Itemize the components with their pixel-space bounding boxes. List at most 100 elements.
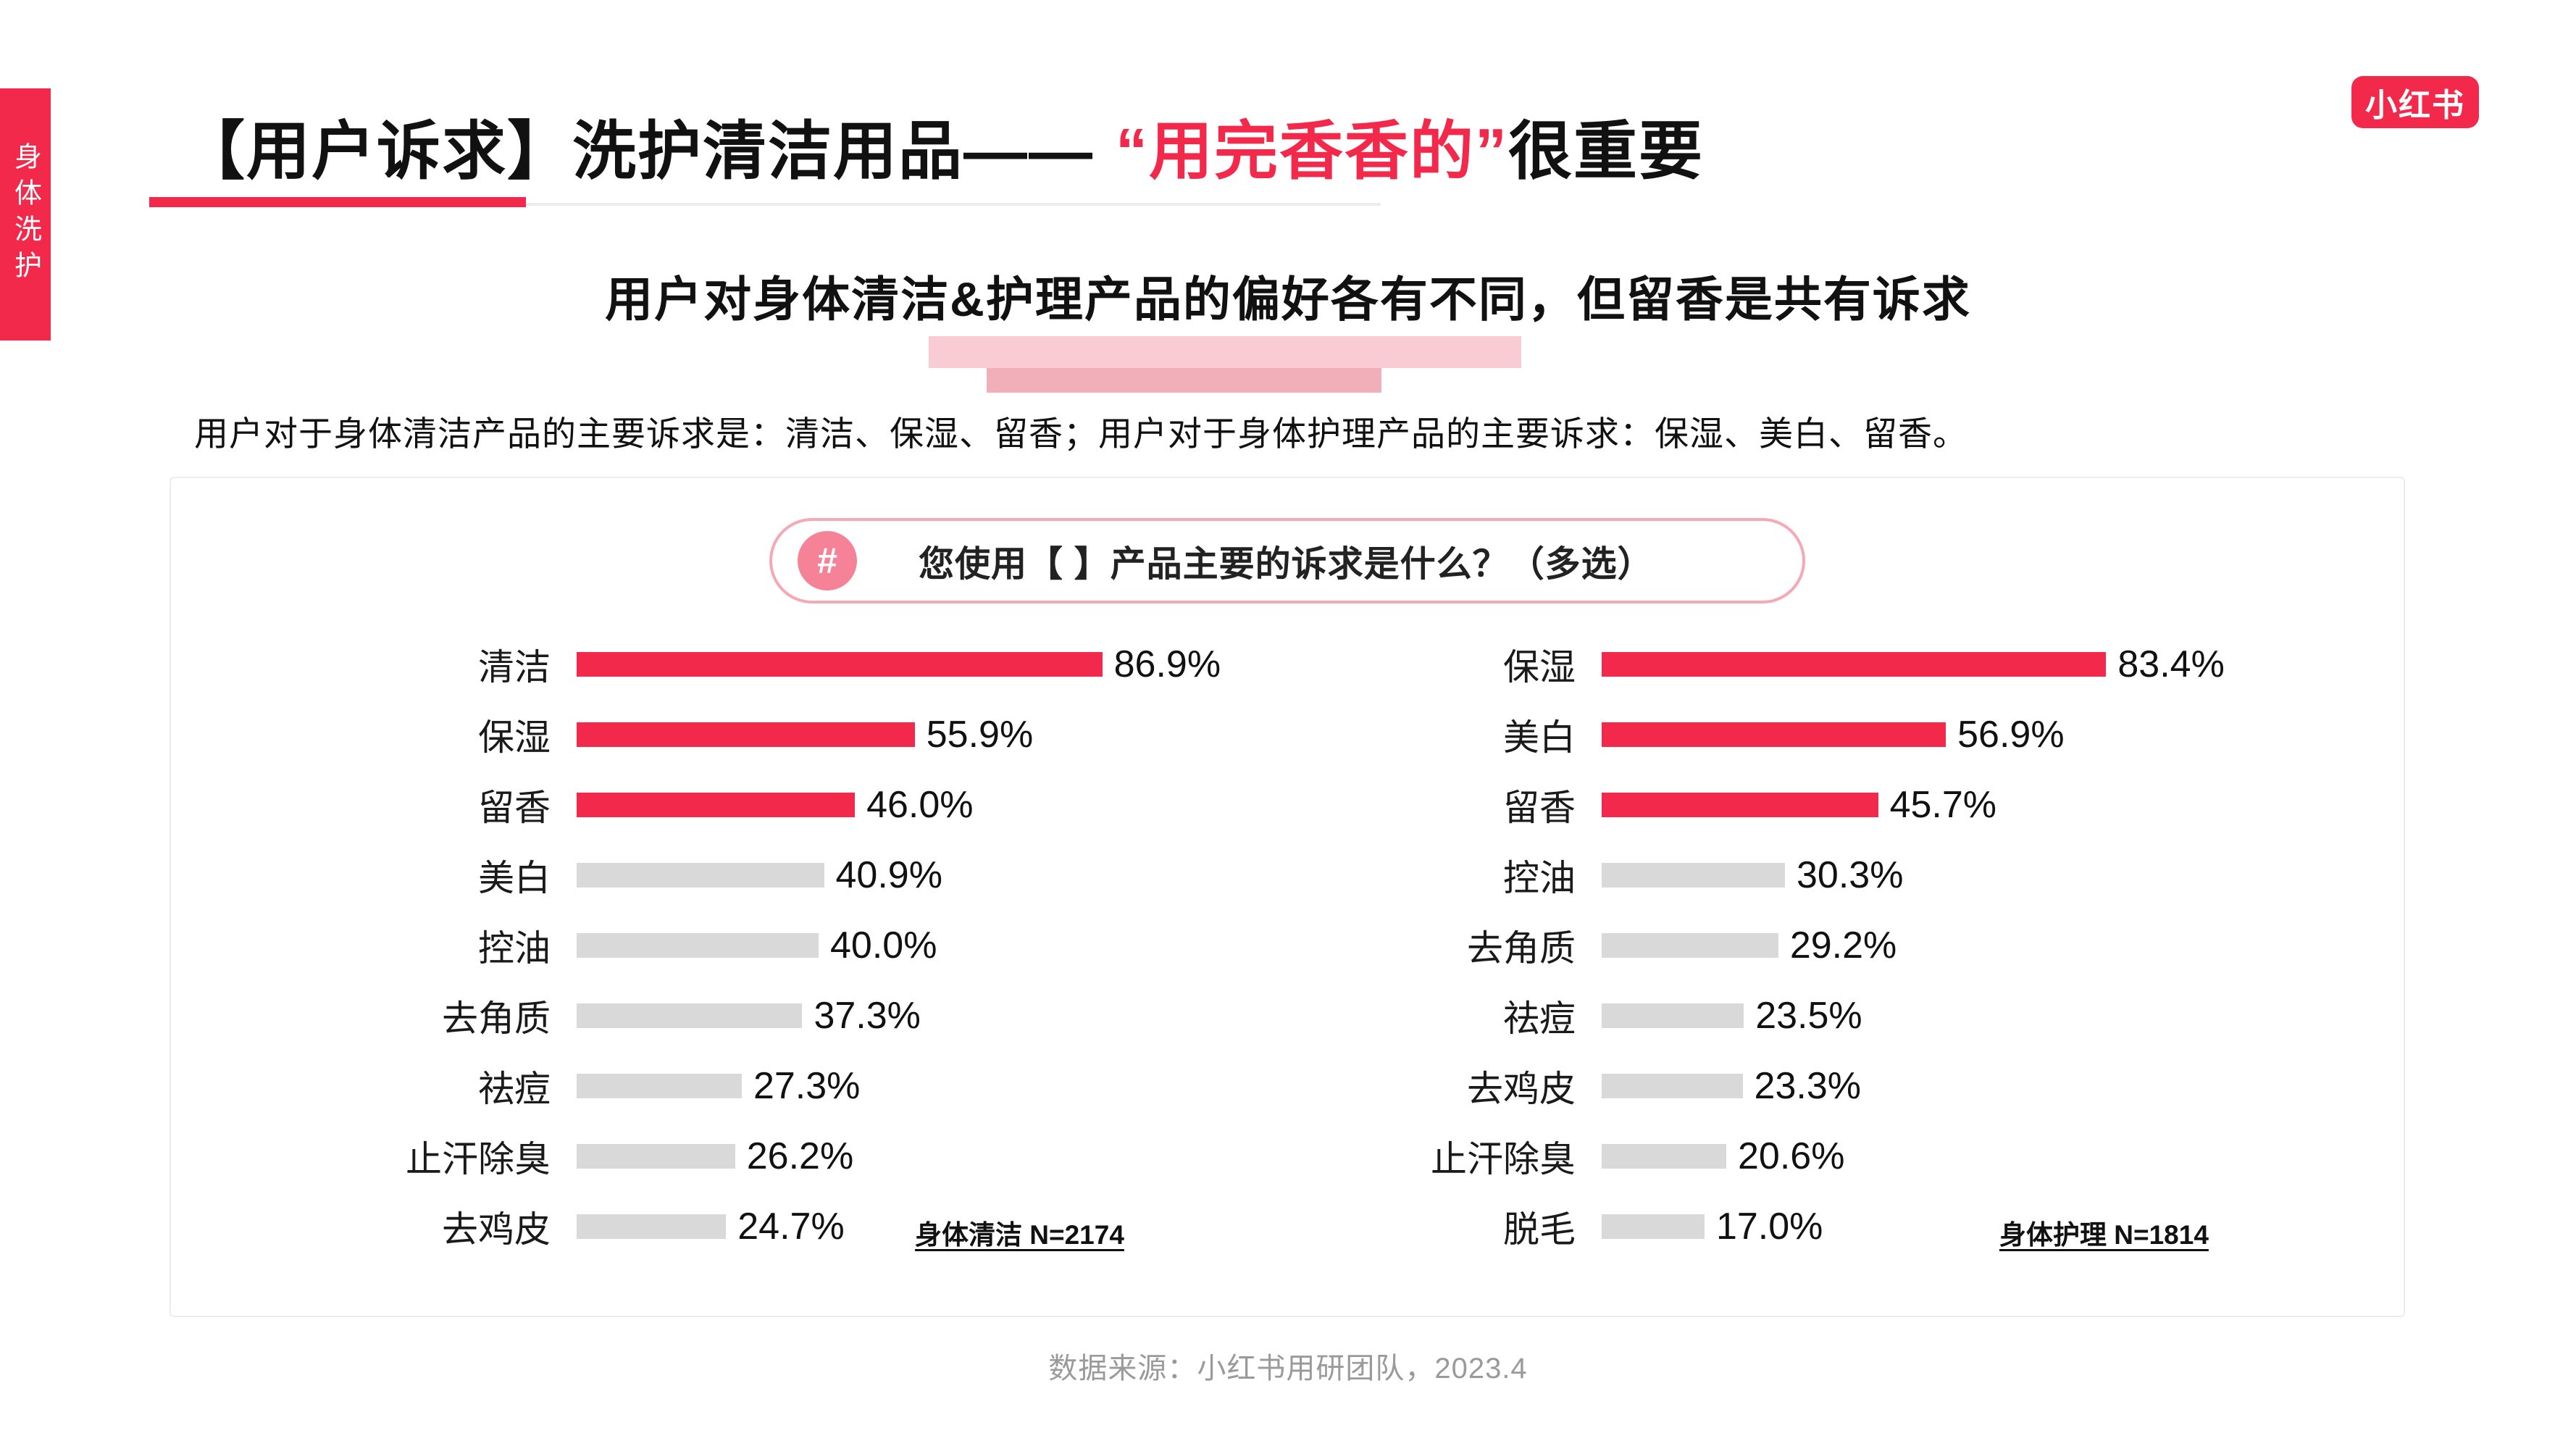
chart-row: 控油 40.0% xyxy=(359,910,1446,980)
chart-row: 祛痘 23.5% xyxy=(1384,980,2471,1051)
sidebar-tab-label: 身体洗护 xyxy=(9,142,41,287)
value-label: 46.0% xyxy=(866,783,974,826)
bar-track: 30.3% xyxy=(1602,853,2471,897)
sidebar-tab-body-wash[interactable]: 身体洗护 xyxy=(0,88,51,341)
value-label: 17.0% xyxy=(1715,1205,1823,1248)
chart-row: 保湿 83.4% xyxy=(1384,629,2471,699)
bar xyxy=(577,722,915,747)
category-label: 止汗除臭 xyxy=(1431,1138,1576,1179)
bar xyxy=(1602,651,2107,677)
value-label: 26.2% xyxy=(746,1135,854,1177)
title-highlight: “用完香香的” xyxy=(1116,115,1509,187)
chart-row: 去鸡皮 23.3% xyxy=(1384,1051,2471,1121)
category-label: 美白 xyxy=(1503,717,1576,758)
bar xyxy=(1602,722,1946,747)
category-label: 留香 xyxy=(478,787,551,828)
value-label: 20.6% xyxy=(1738,1135,1845,1177)
subtitle-highlight-strip-2 xyxy=(987,368,1381,393)
category-label: 祛痘 xyxy=(478,1068,551,1109)
bar-track: 46.0% xyxy=(577,783,1446,827)
data-source-footnote: 数据来源：小红书用研团队，2023.4 xyxy=(1048,1353,1528,1385)
value-label: 30.3% xyxy=(1797,853,1904,896)
category-label: 去角质 xyxy=(1467,927,1576,969)
bar-track: 37.3% xyxy=(577,994,1446,1037)
category-label: 去鸡皮 xyxy=(442,1208,551,1250)
category-label: 脱毛 xyxy=(1503,1208,1576,1250)
category-label: 祛痘 xyxy=(1503,998,1576,1039)
value-label: 27.3% xyxy=(753,1064,861,1107)
chart-row: 脱毛 17.0% xyxy=(1384,1191,2471,1261)
survey-question-pill: # 您使用【 】产品主要的诉求是什么？（多选） xyxy=(769,518,1805,604)
value-label: 83.4% xyxy=(2117,643,2225,685)
bar-track: 83.4% xyxy=(1602,643,2471,686)
bar xyxy=(1602,932,1778,958)
bar xyxy=(1602,1003,1744,1028)
value-label: 45.7% xyxy=(1889,783,1997,826)
bar-track: 23.5% xyxy=(1602,994,2471,1037)
category-label: 去角质 xyxy=(442,998,551,1039)
chart-row: 去角质 37.3% xyxy=(359,980,1446,1051)
value-label: 29.2% xyxy=(1789,924,1897,966)
category-label: 留香 xyxy=(1503,787,1576,828)
bar-chart-body-clean: 身体清洁 N=2174 清洁 86.9% 保湿 55.9% 留香 46.0% 美白 40.9%… xyxy=(359,629,1446,1261)
bar-track: 40.9% xyxy=(577,853,1446,897)
chart-row: 保湿 55.9% xyxy=(359,699,1446,769)
category-label: 清洁 xyxy=(478,646,551,688)
value-label: 40.0% xyxy=(830,924,937,966)
bar xyxy=(577,1143,735,1169)
bar-track: 45.7% xyxy=(1602,783,2471,827)
sample-size-label: 身体清洁 N=2174 xyxy=(915,1220,1124,1250)
category-label: 美白 xyxy=(478,857,551,898)
survey-question-text: 您使用【 】产品主要的诉求是什么？（多选） xyxy=(919,544,1654,584)
bar xyxy=(577,932,819,958)
subtitle: 用户对身体清洁&护理产品的偏好各有不同，但留香是共有诉求 xyxy=(605,272,1971,326)
chart-row: 控油 30.3% xyxy=(1384,840,2471,910)
sample-size-label: 身体护理 N=1814 xyxy=(1999,1220,2209,1250)
value-label: 37.3% xyxy=(814,994,921,1037)
xiaohongshu-logo: 小红书 xyxy=(2351,76,2479,128)
chart-row: 美白 40.9% xyxy=(359,840,1446,910)
chart-row: 祛痘 27.3% xyxy=(359,1051,1446,1121)
chart-row: 去鸡皮 24.7% xyxy=(359,1191,1446,1261)
bar-track: 29.2% xyxy=(1602,924,2471,967)
bar xyxy=(1602,862,1785,888)
title-underline-light xyxy=(149,203,1381,206)
bar-track: 55.9% xyxy=(577,713,1446,756)
chart-row: 留香 45.7% xyxy=(1384,769,2471,840)
chart-row: 止汗除臭 20.6% xyxy=(1384,1121,2471,1191)
bar xyxy=(577,862,824,888)
page-title: 【用户诉求】洗护清洁用品—— “用完香香的”很重要 xyxy=(181,100,1704,192)
bar-track: 27.3% xyxy=(577,1064,1446,1108)
bar-chart-body-care: 身体护理 N=1814 保湿 83.4% 美白 56.9% 留香 45.7% 控油 30.3%… xyxy=(1384,629,2471,1261)
category-label: 保湿 xyxy=(478,717,551,758)
value-label: 55.9% xyxy=(926,713,1034,756)
chart-row: 美白 56.9% xyxy=(1384,699,2471,769)
bar xyxy=(1602,1073,1743,1098)
value-label: 86.9% xyxy=(1113,643,1221,685)
title-underline-red xyxy=(149,197,526,207)
value-label: 24.7% xyxy=(737,1205,845,1248)
chart-card: # 您使用【 】产品主要的诉求是什么？（多选） 身体清洁 N=2174 清洁 86… xyxy=(170,477,2405,1317)
bar-track: 17.0% xyxy=(1602,1205,2471,1248)
bar xyxy=(577,1214,727,1239)
category-label: 保湿 xyxy=(1503,646,1576,688)
category-label: 控油 xyxy=(1503,857,1576,898)
chart-row: 清洁 86.9% xyxy=(359,629,1446,699)
bar-track: 24.7% xyxy=(577,1205,1446,1248)
bar-track: 20.6% xyxy=(1602,1135,2471,1178)
bar xyxy=(1602,1214,1705,1239)
bar-track: 23.3% xyxy=(1602,1064,2471,1108)
category-label: 止汗除臭 xyxy=(406,1138,551,1179)
bar-track: 86.9% xyxy=(577,643,1446,686)
category-label: 控油 xyxy=(478,927,551,969)
subtitle-highlight-strip xyxy=(929,336,1521,368)
bar xyxy=(577,1073,742,1098)
chart-row: 留香 46.0% xyxy=(359,769,1446,840)
logo-text: 小红书 xyxy=(2365,88,2465,123)
bar xyxy=(1602,1143,1726,1169)
category-label: 去鸡皮 xyxy=(1467,1068,1576,1109)
value-label: 23.5% xyxy=(1755,994,1862,1037)
bar-track: 40.0% xyxy=(577,924,1446,967)
value-label: 40.9% xyxy=(835,853,942,896)
